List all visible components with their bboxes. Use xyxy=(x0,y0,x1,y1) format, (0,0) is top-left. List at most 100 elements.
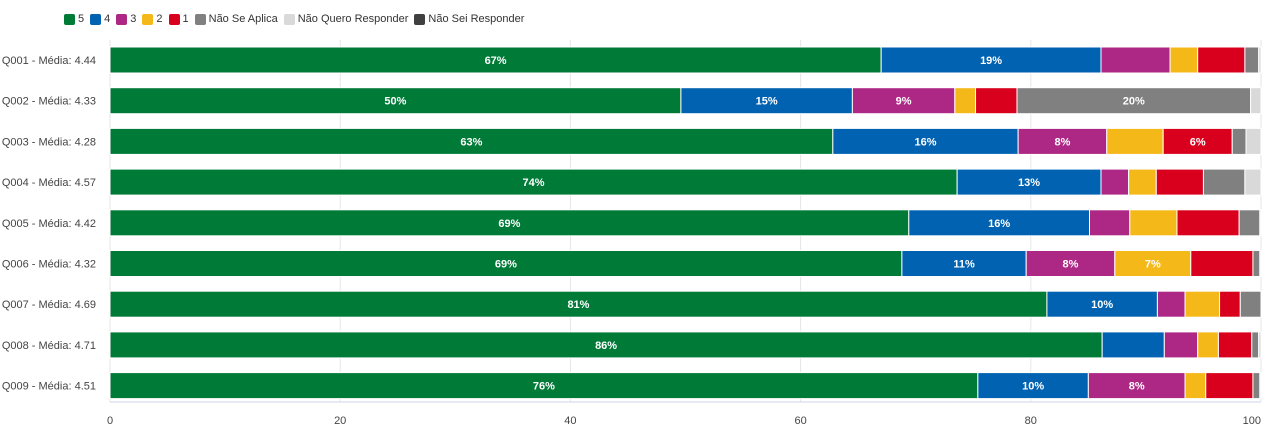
bar-segment[interactable] xyxy=(1087,372,1186,400)
bar-segment[interactable] xyxy=(1252,372,1261,400)
data-label: 63% xyxy=(460,136,482,148)
legend-item-5[interactable]: Não Se Aplica xyxy=(194,13,278,25)
bar-segment[interactable] xyxy=(1197,46,1246,74)
bar-segment[interactable] xyxy=(975,87,1018,115)
bar-segment[interactable] xyxy=(1163,331,1199,359)
bar-segment[interactable] xyxy=(1244,46,1260,74)
bar-segment[interactable] xyxy=(1258,331,1262,359)
data-label: 15% xyxy=(756,96,778,108)
bar-segment[interactable] xyxy=(1184,372,1207,400)
bar-segment[interactable] xyxy=(1114,250,1192,277)
category-label: Q003 - Média: 4.28 xyxy=(2,136,96,148)
bar-segment[interactable] xyxy=(1231,127,1247,155)
category-label: Q001 - Média: 4.44 xyxy=(2,55,96,67)
legend-label: 2 xyxy=(156,13,163,25)
bar-segment[interactable] xyxy=(680,87,853,115)
bar-segment[interactable] xyxy=(1250,87,1262,115)
legend-item-1[interactable]: 4 xyxy=(90,13,110,25)
legend-label: Não Se Aplica xyxy=(208,13,278,25)
legend-item-3[interactable]: 2 xyxy=(142,13,163,25)
bar-segment[interactable] xyxy=(1238,209,1261,237)
bar-segment[interactable] xyxy=(1197,331,1219,359)
bar-segment[interactable] xyxy=(109,331,1103,359)
x-tick-label: 100 xyxy=(1243,415,1261,425)
bar-segment[interactable] xyxy=(1089,209,1131,237)
legend-swatch xyxy=(142,13,154,25)
bar-segment[interactable] xyxy=(1106,127,1164,155)
legend-item-6[interactable]: Não Quero Responder xyxy=(283,13,409,25)
legend-swatch xyxy=(90,13,102,25)
bar-segment[interactable] xyxy=(1025,250,1116,277)
legend-label: 3 xyxy=(130,13,137,25)
legend-swatch xyxy=(414,13,426,25)
legend-swatch xyxy=(168,13,180,25)
bar-segment[interactable] xyxy=(1205,372,1254,400)
data-label: 16% xyxy=(988,218,1010,230)
bar-segment[interactable] xyxy=(1217,331,1253,359)
category-label: Q004 - Média: 4.57 xyxy=(2,177,96,189)
data-label: 69% xyxy=(498,218,520,230)
bar-segment[interactable] xyxy=(954,87,977,115)
data-label: 76% xyxy=(533,381,555,393)
bar-segment[interactable] xyxy=(1129,209,1178,237)
data-label: 67% xyxy=(485,55,507,67)
bar-segment[interactable] xyxy=(1176,209,1240,237)
data-label: 10% xyxy=(1022,381,1044,393)
legend-item-4[interactable]: 1 xyxy=(168,13,189,25)
legend-item-7[interactable]: Não Sei Responder xyxy=(414,13,524,25)
category-label: Q006 - Média: 4.32 xyxy=(2,259,96,271)
data-label: 8% xyxy=(1129,381,1145,393)
data-label: 69% xyxy=(495,259,517,271)
bar-segment[interactable] xyxy=(1100,168,1130,196)
data-label: 8% xyxy=(1054,136,1070,148)
bar-segment[interactable] xyxy=(109,46,882,74)
bar-segment[interactable] xyxy=(908,209,1091,237)
category-label: Q009 - Média: 4.51 xyxy=(2,381,96,393)
bar-segment[interactable] xyxy=(832,127,1019,155)
data-label: 8% xyxy=(1063,259,1079,271)
bar-segment[interactable] xyxy=(851,87,956,115)
bar-segment[interactable] xyxy=(1190,250,1254,277)
data-label: 13% xyxy=(1018,177,1040,189)
bar-segment[interactable] xyxy=(977,372,1089,400)
x-tick-label: 80 xyxy=(1025,415,1037,425)
bar-segment[interactable] xyxy=(1239,290,1262,318)
bar-segment[interactable] xyxy=(109,168,958,196)
bar-segment[interactable] xyxy=(1016,87,1252,115)
bar-segment[interactable] xyxy=(109,250,903,277)
bar-segment[interactable] xyxy=(109,87,682,115)
bar-segment[interactable] xyxy=(1184,290,1221,318)
legend-label: 4 xyxy=(104,13,111,25)
bar-segment[interactable] xyxy=(956,168,1102,196)
bar-segment[interactable] xyxy=(1162,127,1233,155)
bar-segment[interactable] xyxy=(1259,209,1262,237)
bar-segment[interactable] xyxy=(1252,250,1261,277)
bar-segment[interactable] xyxy=(1046,290,1158,318)
bar-segment[interactable] xyxy=(1245,127,1262,155)
legend-label: Não Quero Responder xyxy=(297,13,409,25)
bar-segment[interactable] xyxy=(1128,168,1157,196)
bar-segment[interactable] xyxy=(1251,331,1260,359)
bar-segment[interactable] xyxy=(109,290,1048,318)
bar-segment[interactable] xyxy=(1219,290,1241,318)
bar-segment[interactable] xyxy=(1155,168,1204,196)
x-tick-label: 40 xyxy=(564,415,576,425)
bar-segment[interactable] xyxy=(1100,46,1171,74)
bar-segment[interactable] xyxy=(1169,46,1199,74)
bar-segment[interactable] xyxy=(1156,290,1186,318)
data-label: 9% xyxy=(896,96,912,108)
bar-segment[interactable] xyxy=(1259,250,1262,277)
bar-segment[interactable] xyxy=(1258,46,1262,74)
bar-segment[interactable] xyxy=(1244,168,1262,196)
legend-item-0[interactable]: 5 xyxy=(64,13,84,25)
bar-segment[interactable] xyxy=(1259,372,1262,400)
x-tick-label: 20 xyxy=(334,415,346,425)
bar-segment[interactable] xyxy=(1101,331,1165,359)
bar-segment[interactable] xyxy=(109,209,910,237)
bar-segment[interactable] xyxy=(1202,168,1246,196)
bar-segment[interactable] xyxy=(109,372,979,400)
legend-item-2[interactable]: 3 xyxy=(116,13,136,25)
bar-segment[interactable] xyxy=(901,250,1027,277)
data-label: 20% xyxy=(1123,96,1145,108)
x-tick-label: 0 xyxy=(107,415,113,425)
